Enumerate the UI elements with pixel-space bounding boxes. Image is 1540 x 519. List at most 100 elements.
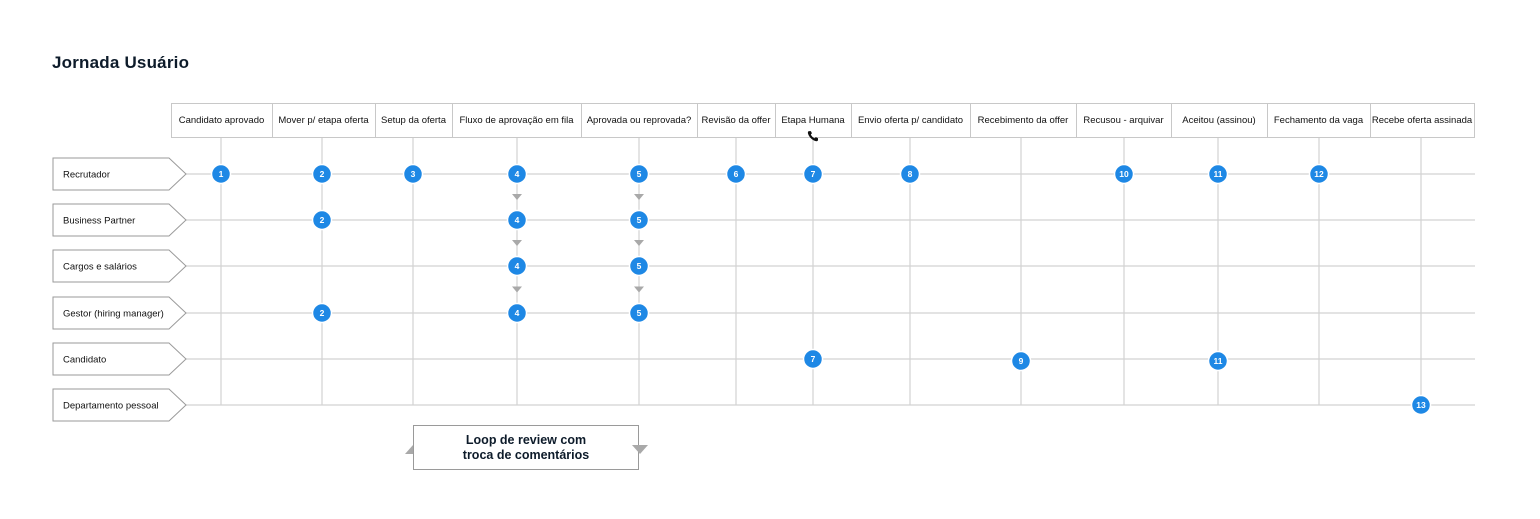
stage-header-label: Fechamento da vaga (1274, 115, 1364, 126)
phone-icon (807, 131, 818, 142)
step-node-label: 11 (1214, 356, 1223, 366)
step-node-circle (210, 163, 232, 185)
step-node-label: 11 (1214, 169, 1223, 179)
step-node-label: 2 (320, 169, 325, 179)
stage-header-label: Mover p/ etapa oferta (278, 115, 369, 126)
step-node-label: 12 (1314, 169, 1324, 179)
step-node-label: 4 (515, 215, 520, 225)
stage-header-cell (1370, 103, 1475, 138)
step-node-label: 8 (908, 169, 913, 179)
step-node-circle (802, 163, 824, 185)
lane-tag (52, 388, 187, 422)
step-node-label: 9 (1019, 356, 1024, 366)
stage-header-cell (775, 103, 852, 138)
step-node-circle (628, 163, 650, 185)
step-node-circle (899, 163, 921, 185)
step-node: 10 (1113, 163, 1135, 185)
step-node: 11 (1207, 163, 1229, 185)
step-node-label: 2 (320, 308, 325, 318)
lane-tag (52, 342, 187, 376)
stage-header-cell (851, 103, 971, 138)
stage-header-label: Envio oferta p/ candidato (858, 115, 963, 126)
step-node-label: 13 (1416, 400, 1426, 410)
stage-header-label: Recebimento da offer (978, 115, 1069, 126)
step-node-circle (1010, 350, 1032, 372)
stage-header-label: Revisão da offer (701, 115, 770, 126)
step-node-label: 5 (637, 261, 642, 271)
step-node-circle (311, 163, 333, 185)
lane-tag (52, 203, 187, 237)
step-node-circle (1308, 163, 1330, 185)
step-node: 4 (506, 302, 528, 324)
stage-header-cell (375, 103, 453, 138)
loop-arrow-down-icon (632, 445, 648, 454)
step-node: 9 (1010, 350, 1032, 372)
step-node: 7 (802, 348, 824, 370)
page-title: Jornada Usuário (52, 53, 190, 72)
step-node-label: 1 (219, 169, 224, 179)
stage-header-label: Aceitou (assinou) (1182, 115, 1255, 126)
flow-arrow-down-icon (512, 194, 522, 200)
stage-header-label: Candidato aprovado (179, 115, 265, 126)
lane-label: Gestor (hiring manager) (63, 309, 164, 320)
step-node: 11 (1207, 350, 1229, 372)
loop-review-box: Loop de review com troca de comentários (413, 425, 639, 470)
step-node-circle (1207, 350, 1229, 372)
flow-arrow-down-icon (634, 286, 644, 293)
lane-tag (52, 296, 187, 330)
stage-header-label: Etapa Humana (781, 115, 845, 126)
step-node-circle (506, 209, 528, 231)
step-node: 3 (402, 163, 424, 185)
step-node: 2 (311, 209, 333, 231)
step-node: 5 (628, 163, 650, 185)
step-node-circle (402, 163, 424, 185)
step-node-label: 3 (411, 169, 416, 179)
step-node: 8 (899, 163, 921, 185)
step-node-circle (1207, 163, 1229, 185)
step-node: 4 (506, 163, 528, 185)
step-node-circle (628, 209, 650, 231)
stage-header-cell (581, 103, 698, 138)
step-node-circle (802, 348, 824, 370)
stage-header-cell (1267, 103, 1371, 138)
lane-label: Cargos e salários (63, 262, 137, 273)
flow-arrow-down-icon (634, 240, 644, 246)
step-node-circle (506, 255, 528, 277)
stage-header-label: Setup da oferta (381, 115, 447, 126)
loop-line-2: troca de comentários (462, 447, 590, 462)
step-node-circle (628, 302, 650, 324)
step-node: 7 (802, 163, 824, 185)
stage-header-label: Recusou - arquivar (1083, 115, 1163, 126)
stage-header-cell (1171, 103, 1268, 138)
step-node-label: 4 (515, 308, 520, 318)
step-node-label: 7 (811, 354, 816, 364)
step-node-label: 5 (637, 169, 642, 179)
step-node-circle (311, 302, 333, 324)
stage-header-label: Aprovada ou reprovada? (587, 115, 692, 126)
stage-header-cell (272, 103, 376, 138)
step-node: 4 (506, 255, 528, 277)
step-node: 2 (311, 163, 333, 185)
step-node-circle (311, 209, 333, 231)
step-node: 1 (210, 163, 232, 185)
step-node: 5 (628, 302, 650, 324)
step-node: 5 (628, 255, 650, 277)
step-node: 5 (628, 209, 650, 231)
step-node-label: 10 (1119, 169, 1129, 179)
step-node-circle (628, 255, 650, 277)
step-node-label: 5 (637, 215, 642, 225)
step-node-label: 4 (515, 261, 520, 271)
step-node-circle (506, 163, 528, 185)
step-node: 13 (1410, 394, 1432, 416)
stage-header-cell (452, 103, 582, 138)
step-node-circle (1113, 163, 1135, 185)
lane-label: Departamento pessoal (63, 401, 159, 412)
stage-header-cell (970, 103, 1077, 138)
stage-header-label: Recebe oferta assinada (1372, 115, 1473, 126)
lane-label: Business Partner (63, 216, 135, 227)
step-node-label: 2 (320, 215, 325, 225)
step-node-label: 7 (811, 169, 816, 179)
lane-label: Candidato (63, 355, 106, 366)
loop-line-1: Loop de review com (465, 432, 587, 447)
